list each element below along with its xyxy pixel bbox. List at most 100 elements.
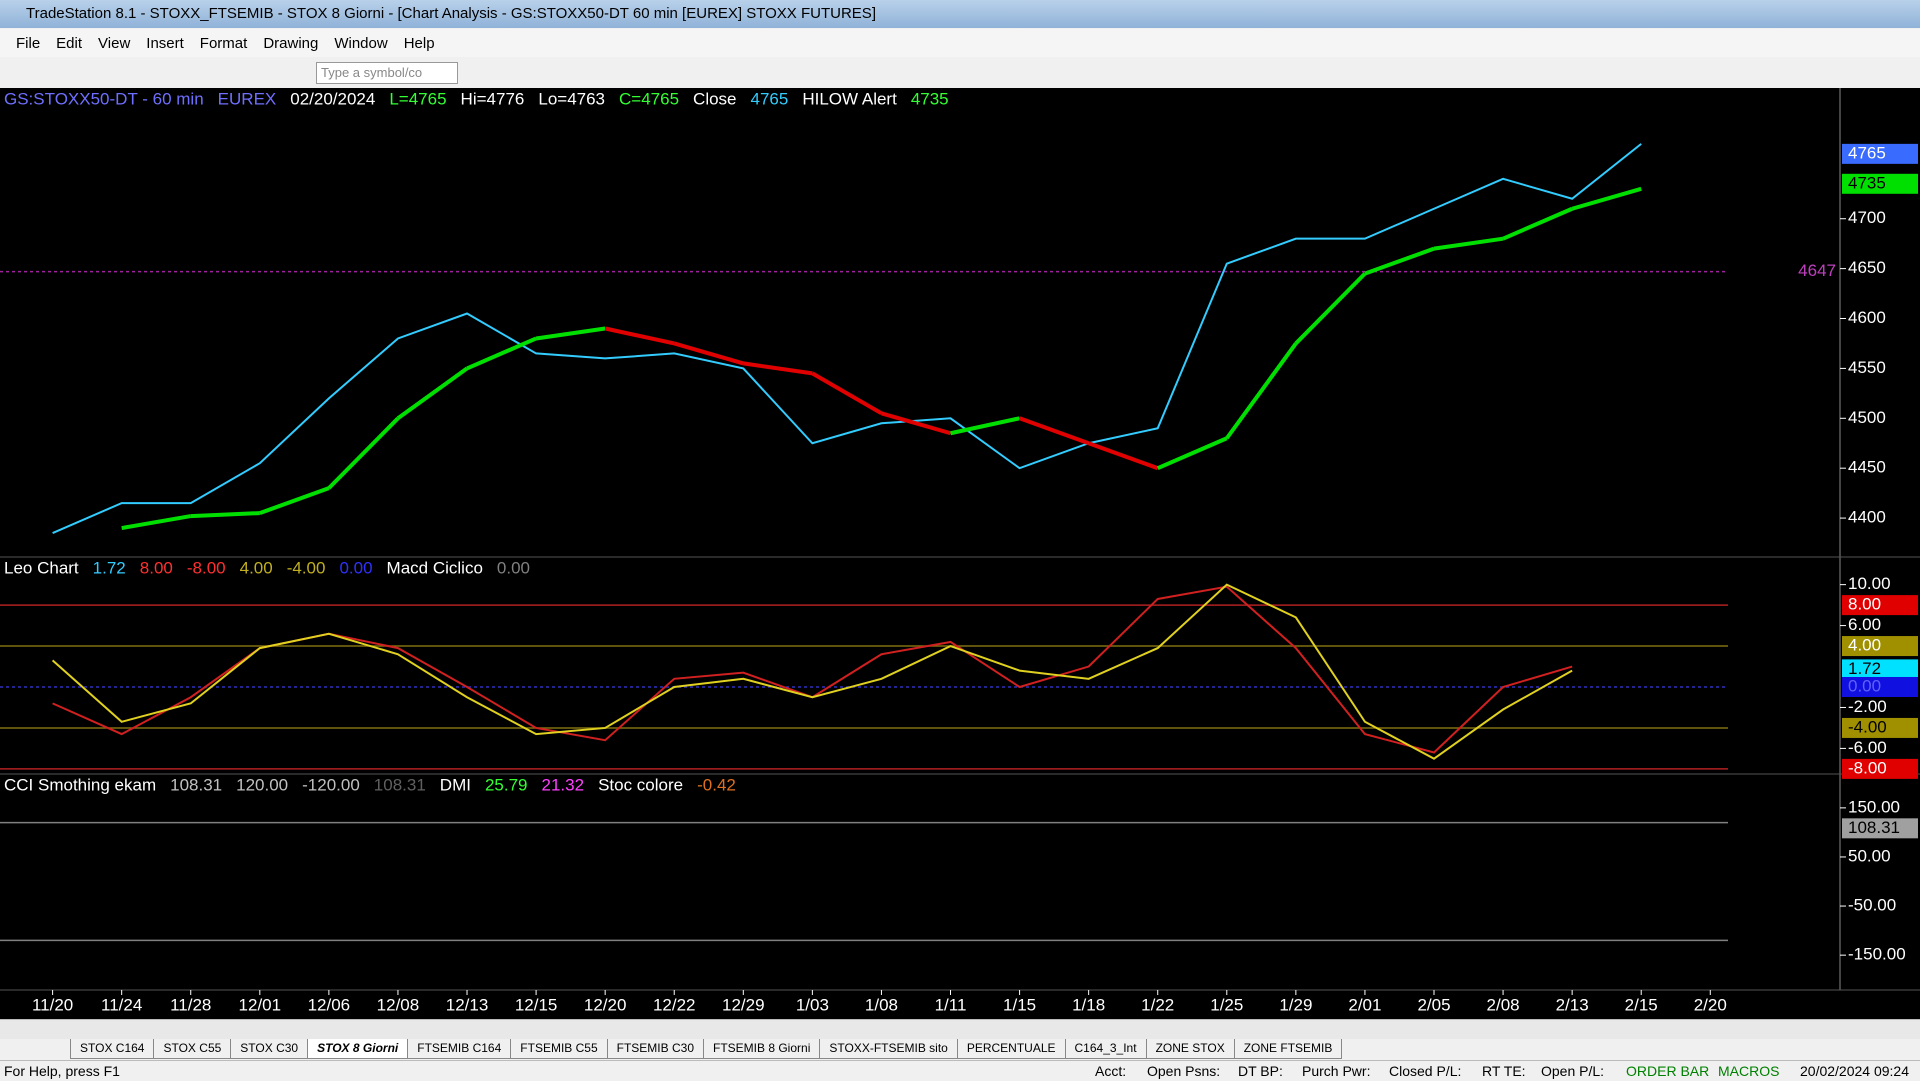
order-bar[interactable]: ORDER BAR: [1626, 1063, 1710, 1079]
tab[interactable]: FTSEMIB 8 Giorni: [703, 1039, 821, 1059]
legend-text: C=4765: [619, 89, 679, 108]
average-segment: [811, 371, 883, 416]
chart-background: [0, 88, 1920, 1019]
window-title: TradeStation 8.1 - STOXX_FTSEMIB - STOX …: [26, 5, 876, 22]
x-tick-label: 12/13: [446, 995, 489, 1014]
value-label: 4.00: [1848, 636, 1881, 655]
x-tick-label: 12/29: [722, 995, 765, 1014]
menu-item[interactable]: File: [16, 34, 41, 52]
tab[interactable]: PERCENTUALE: [956, 1039, 1066, 1059]
menu-item[interactable]: Edit: [56, 34, 83, 52]
value-box: [1842, 758, 1918, 779]
tab[interactable]: STOX C55: [153, 1039, 232, 1059]
status-field: Closed P/L:: [1389, 1063, 1462, 1079]
y-tick-label: 50.00: [1848, 846, 1891, 865]
legend-text: Hi=4776: [461, 89, 525, 108]
menu-item[interactable]: Window: [334, 34, 388, 52]
y-tick-label: 4700: [1848, 208, 1886, 227]
status-field: Acct:: [1095, 1063, 1127, 1079]
status-field: DT BP:: [1238, 1063, 1283, 1079]
menu-item[interactable]: Insert: [146, 34, 184, 52]
x-tick-label: 1/08: [865, 995, 898, 1014]
tab[interactable]: FTSEMIB C30: [606, 1039, 704, 1059]
menu-item[interactable]: View: [98, 34, 131, 52]
value-box: [1842, 143, 1918, 164]
legend-text: 1.72: [93, 558, 126, 577]
y-tick-label: 6.00: [1848, 615, 1881, 634]
legend-text: 21.32: [542, 775, 585, 794]
y-tick-label: 4600: [1848, 308, 1886, 327]
average-segment: [604, 326, 675, 346]
value-label: -4.00: [1848, 717, 1887, 736]
average-segment: [1294, 272, 1367, 345]
x-tick-label: 1/18: [1072, 995, 1105, 1014]
tab[interactable]: STOX 8 Giorni: [307, 1039, 409, 1059]
macros[interactable]: MACROS: [1718, 1063, 1780, 1079]
x-tick-label: 12/06: [308, 995, 351, 1014]
legend-text: Leo Chart: [4, 558, 79, 577]
value-label: 8.00: [1848, 595, 1881, 614]
tab[interactable]: C164_3_Int: [1064, 1039, 1147, 1059]
average-segment: [1502, 206, 1573, 241]
legend-text: -4.00: [287, 558, 326, 577]
x-tick-label: 2/20: [1694, 995, 1727, 1014]
tab[interactable]: STOX C30: [230, 1039, 309, 1059]
average-segment: [535, 326, 606, 341]
menu-item[interactable]: Help: [403, 34, 435, 52]
average-segment: [673, 341, 744, 366]
menu-bar: File Edit View Insert Format Drawing Window Hel…: [0, 29, 1920, 57]
title-bar: TradeStation 8.1 - STOXX_FTSEMIB - STOX …: [0, 0, 1920, 28]
x-tick-label: 11/24: [101, 995, 142, 1014]
average-segment: [190, 511, 260, 519]
tab[interactable]: FTSEMIB C164: [407, 1039, 512, 1059]
symbol-input[interactable]: Type a symbol/co: [316, 62, 458, 84]
legend-text: 108.31: [170, 775, 222, 794]
x-tick-label: 1/29: [1279, 995, 1312, 1014]
x-tick-label: 1/15: [1003, 995, 1036, 1014]
x-tick-label: 1/22: [1141, 995, 1174, 1014]
tab[interactable]: ZONE STOX: [1145, 1039, 1235, 1059]
value-label: 1.72: [1848, 659, 1881, 678]
x-tick-label: 11/20: [32, 995, 73, 1014]
legend-text: 25.79: [485, 775, 528, 794]
x-tick-label: 2/15: [1625, 995, 1658, 1014]
legend-text: 4.00: [240, 558, 273, 577]
legend-text: Stoc colore: [598, 775, 683, 794]
scrollbar[interactable]: [0, 1019, 1920, 1039]
average-segment: [396, 366, 469, 420]
status-field: RT TE:: [1482, 1063, 1526, 1079]
datetime: 20/02/2024 09:24: [1800, 1063, 1909, 1079]
y-tick-label: -6.00: [1848, 738, 1887, 757]
x-tick-label: 12/15: [515, 995, 558, 1014]
workspace-tabs: STOX C164 STOX C55 STOX C30 STOX 8 Giorni FT…: [70, 1039, 1343, 1059]
value-box: [1842, 717, 1918, 738]
average-segment: [259, 486, 330, 515]
average-segment: [880, 411, 952, 436]
value-label: 108.31: [1848, 818, 1900, 837]
tab[interactable]: ZONE FTSEMIB: [1233, 1039, 1343, 1059]
x-tick-label: 2/01: [1348, 995, 1381, 1014]
average-segment: [1364, 246, 1435, 276]
tab[interactable]: FTSEMIB C55: [510, 1039, 608, 1059]
y-tick-label: 4550: [1848, 358, 1886, 377]
tab[interactable]: STOXX-FTSEMIB sito: [819, 1039, 958, 1059]
legend-text: -0.42: [697, 775, 736, 794]
y-tick-label: -50.00: [1848, 896, 1896, 915]
y-tick-label: -2.00: [1848, 697, 1887, 716]
y-tick-label: 10.00: [1848, 574, 1891, 593]
tab[interactable]: STOX C164: [70, 1039, 155, 1059]
average-segment: [1225, 342, 1298, 440]
menu-item[interactable]: Format: [199, 34, 248, 52]
menu-item[interactable]: Drawing: [263, 34, 319, 52]
value-label: 4647: [1798, 261, 1836, 280]
y-tick-label: 4500: [1848, 408, 1886, 427]
average-segment: [1433, 236, 1504, 251]
legend-text: Lo=4763: [538, 89, 605, 108]
value-box: [1842, 818, 1918, 839]
average-segment: [327, 416, 400, 490]
x-tick-label: 12/22: [653, 995, 696, 1014]
average-segment: [1571, 186, 1642, 211]
y-tick-label: 4650: [1848, 258, 1886, 277]
x-tick-label: 1/03: [796, 995, 829, 1014]
